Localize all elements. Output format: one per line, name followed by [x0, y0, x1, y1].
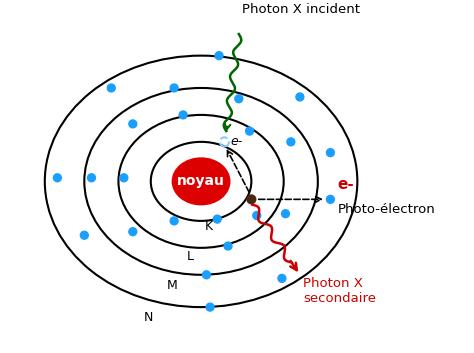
- Text: M: M: [167, 279, 178, 292]
- Ellipse shape: [173, 158, 230, 205]
- Circle shape: [213, 215, 221, 223]
- Circle shape: [246, 127, 254, 135]
- Circle shape: [235, 95, 243, 103]
- Circle shape: [327, 149, 334, 157]
- Text: e-: e-: [337, 178, 355, 192]
- Text: e-: e-: [231, 135, 243, 148]
- Circle shape: [296, 93, 304, 101]
- Circle shape: [170, 217, 178, 225]
- Text: Photon X
secondaire: Photon X secondaire: [303, 277, 376, 305]
- Circle shape: [215, 52, 223, 60]
- Circle shape: [129, 120, 137, 128]
- Circle shape: [327, 196, 334, 203]
- Circle shape: [107, 84, 115, 92]
- Circle shape: [278, 274, 286, 282]
- Circle shape: [287, 138, 295, 146]
- Text: K: K: [205, 220, 213, 233]
- Circle shape: [120, 174, 128, 182]
- Circle shape: [81, 231, 88, 239]
- Text: L: L: [187, 250, 194, 263]
- Circle shape: [88, 174, 95, 182]
- Text: Photon X incident: Photon X incident: [242, 3, 360, 16]
- Text: noyau: noyau: [177, 174, 225, 189]
- Circle shape: [247, 195, 255, 204]
- Text: Photo-électron: Photo-électron: [337, 203, 435, 216]
- Circle shape: [170, 84, 178, 92]
- Circle shape: [224, 242, 232, 250]
- Circle shape: [54, 174, 61, 182]
- Circle shape: [206, 303, 214, 311]
- Circle shape: [282, 210, 290, 218]
- Circle shape: [253, 211, 261, 220]
- Circle shape: [179, 111, 187, 119]
- Circle shape: [129, 228, 137, 235]
- Text: N: N: [144, 311, 153, 324]
- Circle shape: [202, 271, 210, 279]
